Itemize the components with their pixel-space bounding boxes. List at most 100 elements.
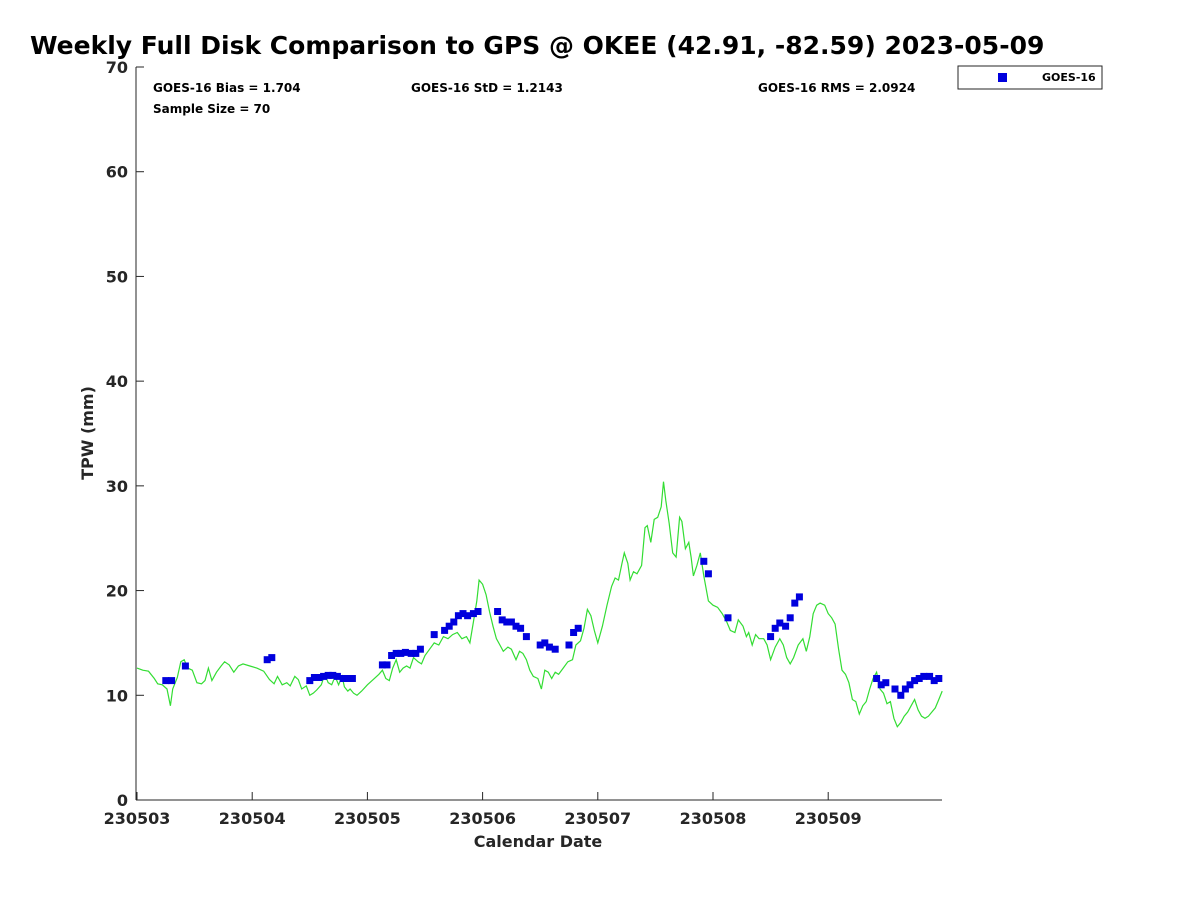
goes16-point [498, 616, 506, 624]
goes16-point [339, 675, 347, 682]
goes16-point [344, 675, 352, 682]
goes16-point [507, 618, 515, 626]
x-tick-label: 230507 [564, 809, 631, 828]
y-tick-label: 70 [106, 58, 128, 77]
goes16-point [877, 681, 885, 689]
goes16-point [901, 685, 909, 693]
x-tick-label: 230505 [334, 809, 401, 828]
gps-line [136, 481, 943, 728]
std-stat: GOES-16 StD = 1.2143 [411, 81, 563, 95]
legend: GOES-16 [957, 65, 1103, 90]
y-axis-label: TPW (mm) [78, 386, 97, 480]
y-tick-label: 50 [106, 267, 128, 286]
goes16-point [464, 612, 472, 620]
goes16-point [474, 608, 482, 615]
goes16-point [450, 618, 458, 626]
goes16-point [920, 672, 928, 680]
x-tick-label: 230509 [795, 809, 862, 828]
goes16-point [392, 649, 400, 657]
goes16-point [512, 622, 520, 630]
goes16-point [378, 661, 386, 669]
goes16-points [162, 557, 943, 699]
x-axis-ticks: 230503 230504 230505 230506 230507 230508 2305… [104, 792, 862, 828]
goes16-point [329, 671, 337, 679]
goes16-point [412, 649, 420, 657]
goes16-point [268, 654, 276, 662]
goes16-point [786, 614, 794, 622]
series-layer [136, 481, 943, 728]
goes16-point [771, 624, 779, 632]
goes16-point [469, 610, 477, 618]
goes16-point [915, 675, 923, 682]
goes16-point [795, 593, 803, 601]
goes16-point [930, 677, 938, 685]
goes16-point [570, 629, 578, 636]
goes16-point [700, 557, 708, 565]
goes16-point [315, 674, 323, 681]
goes16-point [545, 643, 553, 651]
goes16-point [767, 633, 775, 641]
goes16-point [306, 677, 314, 685]
goes16-point [565, 641, 573, 649]
goes16-point [310, 674, 318, 681]
y-tick-label: 10 [106, 686, 128, 705]
goes16-point [791, 599, 799, 607]
x-tick-label: 230508 [680, 809, 747, 828]
legend-marker-goes16 [998, 73, 1007, 82]
goes16-point [574, 624, 582, 632]
goes16-point [168, 677, 176, 685]
goes16-point [522, 633, 530, 641]
x-tick-label: 230503 [104, 809, 171, 828]
x-tick-label: 230504 [219, 809, 286, 828]
goes16-point [333, 672, 341, 680]
goes16-point [162, 677, 170, 685]
goes16-point [935, 675, 943, 682]
goes16-point [926, 672, 934, 680]
legend-box [957, 65, 1103, 90]
goes16-point [348, 675, 356, 682]
x-tick-label: 230506 [449, 809, 516, 828]
goes16-point [873, 675, 881, 682]
goes16-point [445, 622, 453, 630]
goes16-point [724, 614, 732, 622]
goes16-point [704, 570, 712, 578]
goes16-point [551, 645, 559, 653]
y-tick-label: 0 [117, 791, 128, 810]
goes16-point [401, 648, 409, 656]
goes16-point [541, 639, 549, 647]
goes16-point [776, 619, 784, 627]
goes16-point [906, 681, 914, 689]
goes16-point [503, 618, 511, 626]
bias-stat: GOES-16 Bias = 1.704 [153, 81, 301, 95]
goes16-point [181, 662, 189, 670]
goes16-point [454, 612, 462, 620]
goes16-point [536, 641, 544, 649]
y-tick-label: 30 [106, 477, 128, 496]
goes16-point [897, 691, 905, 699]
goes16-point [416, 645, 424, 653]
goes16-point [430, 631, 438, 639]
goes16-point [320, 672, 328, 680]
goes16-point [383, 661, 391, 669]
goes16-point [911, 677, 919, 685]
goes16-point [388, 652, 396, 659]
rms-stat: GOES-16 RMS = 2.0924 [758, 81, 915, 95]
goes16-point [494, 608, 502, 615]
y-tick-label: 20 [106, 582, 128, 601]
goes16-point [517, 624, 525, 632]
sample-size-stat: Sample Size = 70 [153, 102, 270, 116]
chart-title: Weekly Full Disk Comparison to GPS @ OKE… [30, 31, 1044, 60]
x-axis-label: Calendar Date [474, 832, 603, 851]
y-tick-label: 40 [106, 372, 128, 391]
goes16-point [397, 649, 405, 657]
goes16-point [891, 685, 899, 693]
y-axis-ticks: 0 10 20 30 40 50 60 70 [106, 58, 144, 810]
plot-area [135, 67, 942, 801]
goes16-point [263, 656, 271, 664]
goes16-point [782, 622, 790, 630]
goes16-point [407, 649, 415, 657]
y-tick-label: 60 [106, 163, 128, 182]
goes16-point [459, 610, 467, 618]
goes16-point [324, 671, 332, 679]
